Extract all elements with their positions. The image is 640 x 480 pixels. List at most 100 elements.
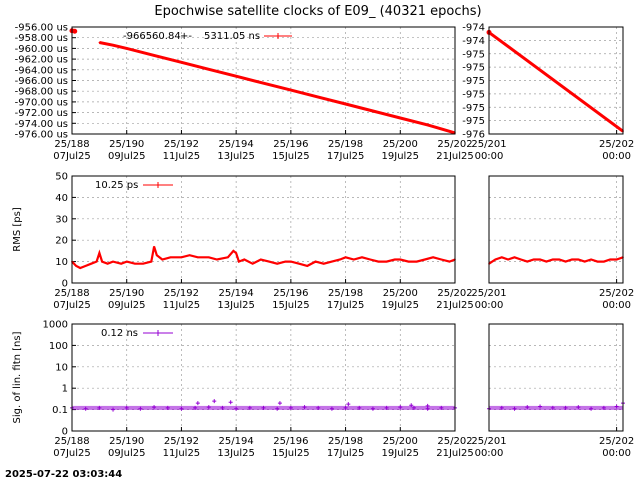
x-tick-label: 15Jul25 <box>272 300 310 311</box>
data-point <box>98 41 101 44</box>
data-point <box>238 260 240 263</box>
y-axis-label: RMS [ps] <box>12 207 23 252</box>
legend-mean: -966560.84 <box>123 31 181 42</box>
x-tick-label: 25/198 <box>328 288 363 299</box>
x-tick-label: 25/196 <box>273 288 308 299</box>
data-point <box>352 258 355 261</box>
x-tick-label: 25/188 <box>54 288 89 299</box>
data-point <box>106 262 109 265</box>
data-point <box>197 256 199 259</box>
data-point <box>448 260 451 263</box>
x-tick-label: 21Jul25 <box>436 151 474 162</box>
data-point <box>539 258 541 261</box>
x-tick-label: 11Jul25 <box>163 300 201 311</box>
data-point <box>344 256 347 259</box>
legend-label: 10.25 ps <box>95 180 138 191</box>
y-tick-label: -966.00 us <box>15 76 68 87</box>
data-point <box>228 400 233 405</box>
y-tick-label: -970.00 us <box>15 97 68 108</box>
data-point <box>545 260 548 263</box>
data-point <box>153 245 155 248</box>
y-tick-label: -956.00 us <box>15 23 68 34</box>
x-tick-label: 25/194 <box>219 436 254 447</box>
data-point <box>98 252 101 254</box>
data-point <box>153 54 155 57</box>
data-point <box>372 110 374 112</box>
data-point <box>603 260 605 263</box>
x-tick-label: 25/192 <box>164 288 199 299</box>
data-point <box>322 262 325 265</box>
chart-title: Epochwise satellite clocks of E09_ (4032… <box>154 4 481 19</box>
data-point <box>268 260 270 263</box>
data-point <box>346 402 351 407</box>
data-point <box>507 258 509 261</box>
data-point <box>180 61 183 64</box>
x-tick-label: 00:00 <box>602 300 631 311</box>
x-tick-label: 00:00 <box>475 448 504 459</box>
data-point <box>101 260 103 263</box>
data-point <box>188 254 191 256</box>
data-point <box>75 265 77 267</box>
y-axis-label: Sig. of lin. fitn [ns] <box>12 331 23 423</box>
series-line <box>488 256 624 265</box>
x-tick-label: 25/202 <box>437 436 472 447</box>
y-tick-label: 20 <box>55 236 68 247</box>
data-point <box>361 256 363 259</box>
data-point <box>150 260 153 263</box>
x-tick-label: 19Jul25 <box>382 448 420 459</box>
y-tick-label: 10 <box>55 257 68 268</box>
data-point <box>290 89 292 91</box>
data-point <box>112 260 114 263</box>
data-point <box>558 258 560 261</box>
x-tick-label: 25/190 <box>109 436 144 447</box>
panel-clock-side: 25/20100:0025/20200:00-974-974-975-975-9… <box>462 23 634 163</box>
y-tick-label: -975 <box>462 116 485 127</box>
x-tick-label: 25/190 <box>109 288 144 299</box>
series-line <box>488 31 624 133</box>
data-point <box>169 256 172 259</box>
data-point <box>251 262 254 265</box>
data-point <box>520 258 522 261</box>
x-tick-label: 07Jul25 <box>53 448 91 459</box>
legend-label: 0.12 ns <box>101 328 138 339</box>
data-point <box>306 265 309 267</box>
x-tick-label: 11Jul25 <box>163 151 201 162</box>
x-tick-label: 17Jul25 <box>327 448 365 459</box>
y-tick-label: 0.1 <box>52 405 68 416</box>
x-tick-label: 25/201 <box>471 288 506 299</box>
data-point <box>331 260 333 263</box>
data-point <box>259 258 262 261</box>
data-point <box>180 256 183 259</box>
data-point <box>290 260 292 263</box>
series-line <box>99 41 456 135</box>
x-tick-label: 25/200 <box>383 436 418 447</box>
y-tick-label: -962.00 us <box>15 55 68 66</box>
data-point <box>277 401 282 406</box>
data-point <box>112 44 114 46</box>
x-tick-label: 25/198 <box>328 139 363 150</box>
data-point <box>216 258 218 261</box>
data-point <box>207 68 210 71</box>
x-tick-label: 25/202 <box>437 288 472 299</box>
y-tick-label: 30 <box>55 214 68 225</box>
series-line <box>71 246 456 270</box>
data-point <box>590 258 592 261</box>
data-band <box>72 405 455 410</box>
x-tick-label: 07Jul25 <box>53 300 91 311</box>
y-tick-label: 0 <box>62 427 68 438</box>
data-point <box>513 256 516 259</box>
data-point <box>235 252 237 254</box>
data-point <box>500 256 503 259</box>
data-point <box>227 256 229 259</box>
x-tick-label: 00:00 <box>475 300 504 311</box>
x-tick-label: 25/202 <box>599 139 634 150</box>
data-point <box>426 124 429 126</box>
x-tick-label: 09Jul25 <box>108 151 146 162</box>
y-tick-label: 10 <box>55 362 68 373</box>
data-point <box>84 265 87 267</box>
y-tick-label: 40 <box>55 193 68 204</box>
timestamp: 2025-07-22 03:03:44 <box>5 469 122 480</box>
data-point <box>79 267 82 269</box>
